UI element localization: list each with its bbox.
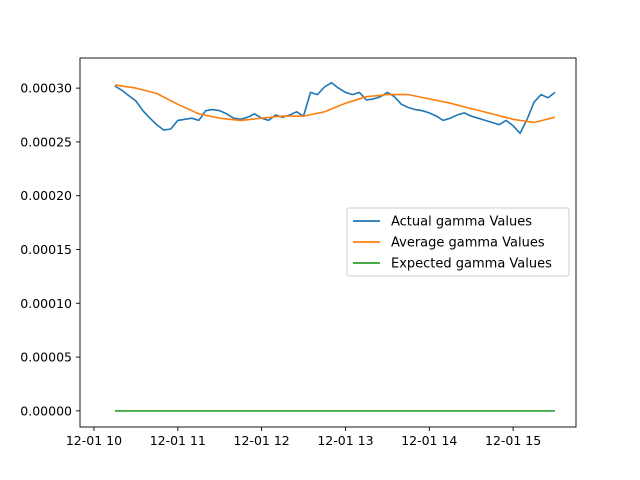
x-tick-label: 12-01 13 [317, 433, 373, 448]
y-tick-label: 0.00010 [20, 296, 72, 311]
series-line-average-gamma-values [114, 84, 556, 124]
y-tick-label: 0.00025 [20, 134, 72, 149]
legend: Actual gamma Values Average gamma Values E… [346, 207, 570, 277]
x-tick-label: 12-01 11 [150, 433, 206, 448]
legend-box [346, 207, 570, 277]
x-tick-label: 12-01 14 [401, 433, 457, 448]
y-tick-label: 0.00030 [20, 81, 72, 96]
y-tick-label: 0.00015 [20, 242, 72, 257]
series-line-actual-gamma-values [114, 81, 556, 135]
axes: 12-01 10 12-01 11 12-01 12 12-01 13 12-01 14… [20, 57, 577, 448]
y-tick-label: 0.00020 [20, 188, 72, 203]
legend-label: Expected gamma Values [391, 257, 552, 272]
y-tick-label: 0.00000 [20, 403, 72, 418]
legend-label: Actual gamma Values [391, 215, 532, 230]
plot-area [114, 81, 556, 412]
axes-frame [79, 57, 577, 428]
x-tick-label: 12-01 10 [66, 433, 122, 448]
x-tick-label: 12-01 12 [234, 433, 290, 448]
legend-label: Average gamma Values [391, 236, 545, 251]
y-tick-label: 0.00005 [20, 350, 72, 365]
x-tick-label: 12-01 15 [485, 433, 541, 448]
